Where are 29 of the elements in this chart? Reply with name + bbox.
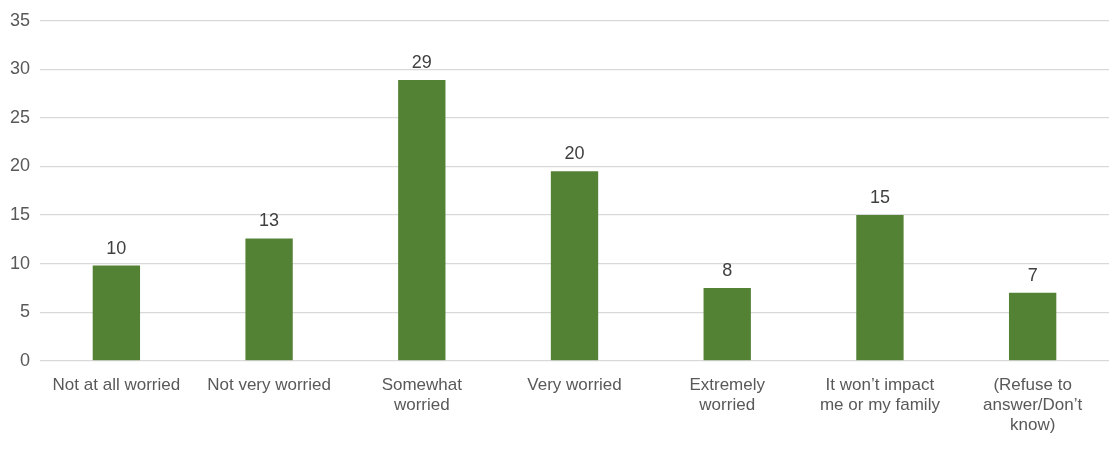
- x-tick-label: Somewhat worried: [381, 374, 463, 415]
- x-tick-label: Not at all worried: [52, 374, 181, 394]
- y-tick-label: 10: [9, 252, 31, 273]
- bar: [398, 80, 446, 361]
- data-label: 7: [1027, 264, 1038, 285]
- data-label: 13: [259, 210, 280, 231]
- data-label: 8: [722, 259, 733, 280]
- x-tick-label: (Refuse to answer/Don’t know): [983, 374, 1083, 435]
- bar: [856, 215, 904, 361]
- bar: [1008, 292, 1057, 361]
- y-tick-label: 0: [20, 349, 31, 370]
- y-tick-label: 5: [20, 301, 31, 322]
- y-tick-label: 35: [9, 9, 31, 30]
- x-tick-label: Very worried: [527, 374, 622, 394]
- y-tick-label: 25: [9, 106, 31, 127]
- data-label: 15: [869, 187, 890, 208]
- x-tick-label: Not very worried: [207, 374, 331, 394]
- data-label: 10: [106, 237, 127, 258]
- data-label: 29: [411, 52, 432, 73]
- x-tick-label: It won’t impact me or my family: [819, 374, 941, 415]
- bar: [550, 171, 599, 361]
- y-tick-label: 20: [9, 155, 31, 176]
- bar: [703, 287, 751, 361]
- data-label: 20: [564, 143, 585, 164]
- bar: [92, 265, 141, 361]
- x-tick-label: Extremely worried: [689, 374, 766, 415]
- y-tick-label: 30: [9, 58, 31, 79]
- bar: [245, 238, 293, 361]
- y-tick-label: 15: [9, 204, 31, 225]
